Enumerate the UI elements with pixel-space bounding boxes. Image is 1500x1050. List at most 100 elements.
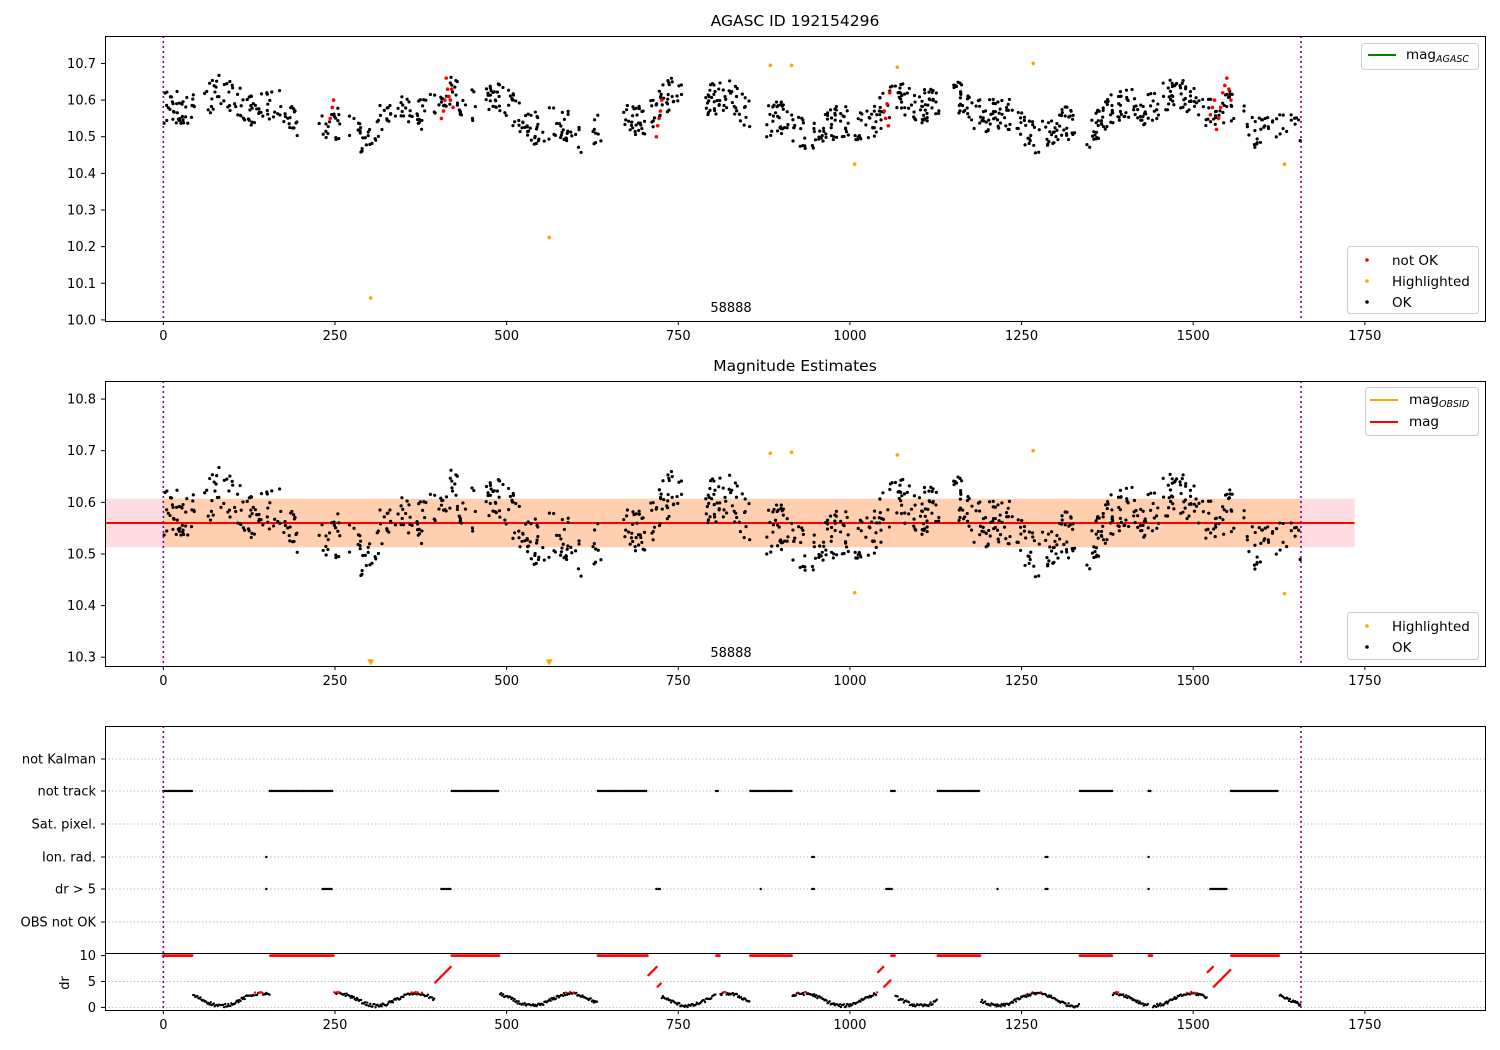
ok-point [418,500,422,504]
flag-row-label: dr > 5 [55,883,96,898]
flag-point [297,789,300,793]
ok-point [1117,118,1121,122]
ok-point [165,118,169,123]
ok-point [1007,97,1012,102]
ok-point [1029,550,1033,554]
dr-point [912,1003,916,1006]
ok-point [899,490,903,494]
ok-point [448,506,452,510]
ok-point [875,113,879,117]
ok-point [1181,473,1185,477]
dr-point [542,1003,545,1007]
ok-point [839,519,843,524]
ok-point [165,508,169,512]
ok-point [327,531,332,535]
ok-point [903,521,907,525]
ok-point [400,95,404,99]
ok-point [1045,555,1049,560]
ok-point [712,100,716,104]
ok-point [290,509,294,514]
ok-point [249,508,253,512]
flag-point [632,789,635,793]
ok-point [1101,538,1106,542]
ok-point [856,553,860,557]
flag-point [270,789,273,793]
ok-point [1183,484,1188,488]
ok-point [1062,542,1066,547]
ok-point [987,500,992,504]
ok-point [1167,506,1171,510]
ok-point [1094,121,1098,125]
dr-point [509,995,512,999]
ok-point [324,135,328,140]
y-tick-label: 5 [88,975,96,990]
dr-point [1211,965,1214,969]
ok-point [1247,133,1251,137]
ok-point [657,488,661,492]
ok-point [496,477,500,482]
ok-point [773,111,778,115]
ok-point [542,139,546,143]
ok-point [722,508,726,512]
dr-point [983,1000,987,1003]
ok-point [1168,488,1173,492]
ok-point [734,495,739,499]
ok-point [526,112,530,116]
ok-point [249,94,254,99]
ok-point [820,133,824,138]
flag-point [486,789,489,793]
flag-point [328,887,331,891]
ok-point [1274,527,1279,531]
ok-point [899,82,903,87]
ok-point [622,110,626,114]
ok-point [721,515,725,519]
dr-point [391,1001,395,1004]
ok-point [1037,128,1041,132]
flag-point [318,789,321,793]
legend-label: OK [1392,640,1413,656]
ok-point [542,558,546,562]
ok-point [382,108,386,112]
ok-point [1092,555,1096,560]
flag-point [313,789,316,793]
ok-point [273,110,277,114]
ok-point [535,538,539,542]
ok-point [441,104,446,108]
ok-point [744,115,748,119]
flag-point [464,789,468,793]
ok-point [920,502,924,506]
ok-point [1094,111,1098,115]
flag-point [945,789,948,793]
ok-point [358,547,362,551]
ok-point [472,90,476,94]
ok-point [833,113,837,117]
ok-point [1136,514,1140,518]
ok-point [859,555,863,559]
ok-point [676,501,680,506]
flag-point [309,789,313,793]
flag-point [1242,789,1245,793]
ok-point [980,529,984,533]
ok-point [324,534,328,538]
dr-point [354,998,358,1002]
ok-point [1194,96,1198,100]
ok-point [1024,536,1028,540]
ok-point [564,554,569,558]
ok-point [803,554,807,558]
ok-point [1032,564,1036,568]
flag-point [300,789,304,793]
ok-point [659,92,663,96]
ok-point [771,530,775,534]
ok-point [1094,546,1099,550]
ok-point [793,123,797,128]
ok-point [324,129,328,133]
ok-point [186,121,190,125]
ok-point [334,553,338,557]
flag-point [625,789,628,793]
ok-point [649,501,653,505]
ok-point [1167,95,1171,99]
ok-point [191,493,195,497]
ok-point [1292,526,1297,530]
ok-point [1056,556,1060,560]
